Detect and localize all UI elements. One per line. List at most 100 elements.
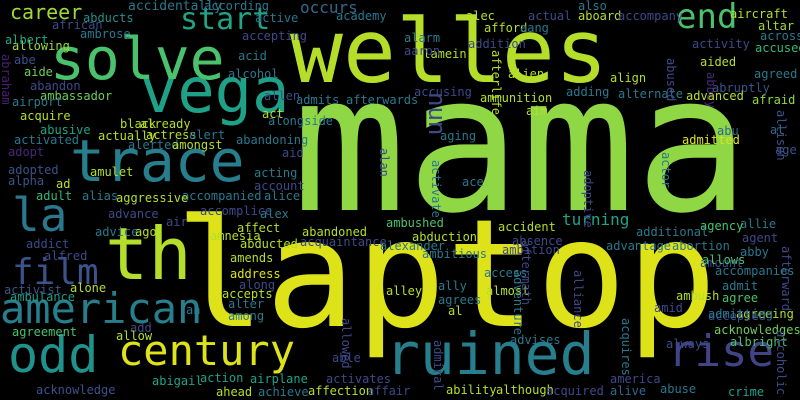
- word-accepts: accepts: [222, 287, 273, 301]
- word-alcoholic: alcoholic: [774, 330, 788, 396]
- word-aggressive: aggressive: [116, 191, 189, 205]
- word-aang: aang: [520, 21, 549, 35]
- word-solve: solve: [50, 25, 225, 93]
- word-ago: ago: [135, 225, 157, 239]
- word-abusive: abusive: [40, 123, 91, 137]
- word-achieve: achieve: [258, 385, 309, 399]
- word-accomplice: accomplice: [200, 204, 273, 218]
- word-academy: academy: [336, 9, 387, 23]
- word-alias: alias: [82, 189, 119, 203]
- word-abandoned: abandoned: [302, 225, 368, 239]
- word-century: century: [118, 326, 296, 375]
- word-ambulance: ambulance: [10, 290, 76, 304]
- word-accused: accused: [755, 41, 800, 55]
- word-alexander: alexander: [380, 239, 446, 253]
- word-already: already: [140, 117, 191, 131]
- word-abu: abu: [717, 124, 739, 138]
- word-allie: allie: [740, 217, 777, 231]
- word-abused: abused: [664, 58, 678, 102]
- word-almost: almost: [486, 284, 530, 298]
- word-accepted: accepted: [708, 309, 766, 323]
- word-act: act: [262, 107, 284, 121]
- word-afford: afford: [484, 21, 528, 35]
- word-align: align: [610, 71, 647, 85]
- word-america: america: [610, 372, 661, 386]
- word-alpha: alpha: [8, 174, 45, 188]
- word-abducts: abducts: [83, 11, 134, 25]
- word-th: th: [105, 212, 192, 296]
- word-allen: allen: [264, 89, 301, 103]
- word-acquires: acquires: [619, 318, 633, 376]
- word-la: la: [12, 188, 68, 242]
- word-affair: affair: [367, 384, 411, 398]
- word-across: across: [760, 29, 800, 43]
- word-al: al: [448, 304, 463, 318]
- word-film: film: [12, 252, 99, 293]
- word-accompanies: accompanies: [715, 264, 795, 278]
- word-acid: acid: [238, 49, 267, 63]
- word-also: also: [578, 0, 607, 13]
- word-ambitious: ambitious: [422, 247, 488, 261]
- word-ambassador: ambassador: [40, 89, 113, 103]
- word-advanced: advanced: [686, 89, 744, 103]
- word-black: black: [120, 117, 157, 131]
- word-abraham: abraham: [0, 54, 13, 105]
- word-advantage: advantage: [606, 239, 672, 253]
- word-abandoning: abandoning: [236, 133, 309, 147]
- word-occurs: occurs: [300, 0, 358, 17]
- word-acting: acting: [254, 166, 298, 180]
- word-alien: alien: [508, 67, 545, 81]
- word-alcohol: alcohol: [228, 67, 279, 81]
- word-afraid: afraid: [752, 93, 796, 107]
- word-able: able: [332, 351, 361, 365]
- word-agency: agency: [700, 219, 744, 233]
- word-age: age: [775, 143, 797, 157]
- word-allowed: allowed: [339, 318, 353, 369]
- word-vega: vega: [140, 54, 290, 127]
- word-abuse: abuse: [660, 382, 697, 396]
- word-albert: albert: [5, 33, 49, 47]
- word-aging: aging: [440, 129, 477, 143]
- word-acknowledge: acknowledge: [36, 383, 116, 397]
- word-afterward: afterward: [779, 246, 793, 312]
- word-according: according: [204, 0, 270, 13]
- word-alternate: alternate: [618, 87, 684, 101]
- word-adding: adding: [566, 85, 610, 99]
- word-along: along: [239, 278, 276, 292]
- word-agreed: agreed: [754, 67, 798, 81]
- word-agrees: agrees: [438, 293, 482, 307]
- word-activated: activated: [14, 133, 80, 147]
- word-ah: ah: [186, 303, 201, 317]
- word-afterwards: afterwards: [346, 93, 419, 107]
- word-ambush: ambush: [676, 289, 720, 303]
- word-amends: amends: [230, 251, 274, 265]
- word-al: al: [770, 123, 785, 137]
- word-actress: actress: [146, 128, 197, 142]
- word-afterlife: afterlife: [489, 50, 503, 116]
- word-turning: turning: [562, 210, 630, 229]
- word-alley: alley: [386, 284, 423, 298]
- word-acquired: acquired: [546, 384, 604, 398]
- word-advice: advice: [95, 225, 139, 239]
- word-mama: mama: [292, 34, 750, 255]
- word-alec: alec: [466, 9, 495, 23]
- word-adult: adult: [36, 189, 73, 203]
- word-aftermath: aftermath: [519, 240, 533, 306]
- word-aaron: aaron: [404, 44, 441, 58]
- word-laptop: laptop: [175, 188, 717, 362]
- word-alice: alice: [264, 189, 301, 203]
- word-advises: advises: [510, 333, 561, 347]
- word-agreeing: agreeing: [736, 307, 794, 321]
- word-addict: addict: [26, 237, 70, 251]
- word-actor: actor: [659, 152, 673, 189]
- word-absence: absence: [512, 234, 563, 248]
- word-activates: activates: [326, 372, 392, 386]
- word-aboard: aboard: [578, 9, 622, 23]
- word-abducted: abducted: [240, 237, 298, 251]
- word-alter: alter: [228, 297, 265, 311]
- word-ammunition: ammunition: [480, 91, 553, 105]
- word-aid: aid: [282, 146, 304, 160]
- word-start: start: [180, 2, 271, 37]
- word-alliance: alliance: [571, 270, 585, 328]
